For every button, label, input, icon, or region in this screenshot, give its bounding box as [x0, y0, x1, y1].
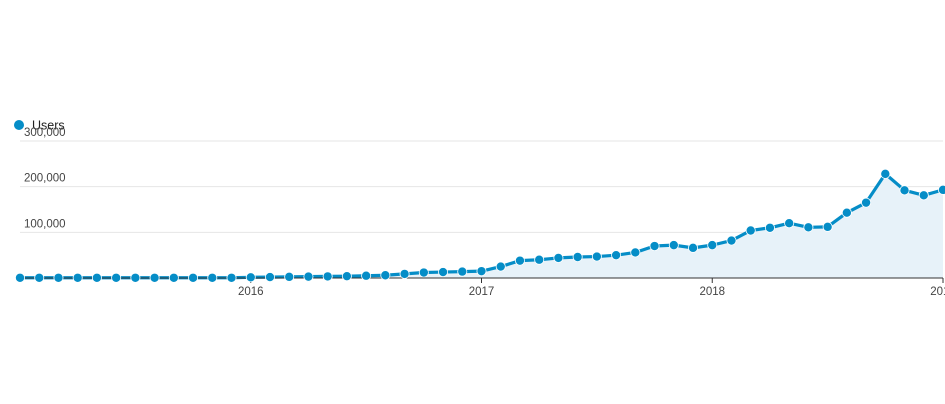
data-point[interactable] [707, 240, 718, 251]
data-point[interactable] [303, 271, 314, 282]
x-tick-label: 2016 [238, 286, 264, 298]
data-point[interactable] [688, 242, 699, 253]
data-point[interactable] [72, 272, 83, 283]
data-point[interactable] [534, 254, 545, 265]
data-point[interactable] [822, 221, 833, 232]
data-point[interactable] [380, 270, 391, 281]
y-tick-label: 100,000 [24, 218, 66, 230]
data-point[interactable] [745, 225, 756, 236]
data-point[interactable] [457, 266, 468, 277]
data-point[interactable] [111, 272, 122, 283]
data-point[interactable] [649, 241, 660, 252]
x-tick-label: 2017 [469, 286, 495, 298]
chart-legend[interactable]: Users [14, 119, 65, 133]
data-point[interactable] [14, 272, 25, 283]
data-point[interactable] [188, 272, 199, 283]
data-point[interactable] [764, 222, 775, 233]
data-point[interactable] [476, 266, 487, 277]
data-point[interactable] [572, 251, 583, 262]
data-point[interactable] [168, 272, 179, 283]
y-axis-tick-labels: 100,000 200,000 300,000 [24, 127, 66, 230]
data-point[interactable] [726, 235, 737, 246]
data-point[interactable] [361, 270, 372, 281]
data-point[interactable] [322, 271, 333, 282]
data-point[interactable] [668, 240, 679, 251]
data-point[interactable] [880, 168, 891, 179]
data-point[interactable] [284, 271, 295, 282]
data-point[interactable] [207, 272, 218, 283]
data-point[interactable] [784, 218, 795, 229]
data-point[interactable] [938, 184, 945, 195]
users-series-points[interactable] [14, 168, 945, 283]
data-point[interactable] [130, 272, 141, 283]
x-axis-ticks: 2016 2017 2018 2019 [238, 278, 945, 298]
data-point[interactable] [264, 272, 275, 283]
data-point[interactable] [803, 222, 814, 233]
data-point[interactable] [341, 271, 352, 282]
data-point[interactable] [553, 252, 564, 263]
data-point[interactable] [514, 255, 525, 266]
data-point[interactable] [34, 272, 45, 283]
data-point[interactable] [53, 272, 64, 283]
y-tick-label: 200,000 [24, 173, 66, 185]
data-point[interactable] [899, 185, 910, 196]
data-point[interactable] [418, 267, 429, 278]
data-point[interactable] [918, 190, 929, 201]
data-point[interactable] [149, 272, 160, 283]
x-tick-label: 2018 [699, 286, 725, 298]
data-point[interactable] [591, 251, 602, 262]
legend-users-swatch [14, 120, 24, 130]
legend-users-label: Users [32, 119, 65, 133]
chart-gridlines [20, 140, 943, 233]
data-point[interactable] [861, 197, 872, 208]
data-point[interactable] [495, 261, 506, 272]
data-point[interactable] [630, 247, 641, 258]
data-point[interactable] [841, 207, 852, 218]
y-tick-label: 300,000 [24, 127, 66, 139]
data-point[interactable] [438, 267, 449, 278]
data-point[interactable] [611, 250, 622, 261]
data-point[interactable] [226, 272, 237, 283]
users-area-fill [20, 173, 943, 278]
data-point[interactable] [91, 272, 102, 283]
data-point[interactable] [245, 272, 256, 283]
data-point[interactable] [399, 268, 410, 279]
x-tick-label: 2019 [930, 286, 945, 298]
